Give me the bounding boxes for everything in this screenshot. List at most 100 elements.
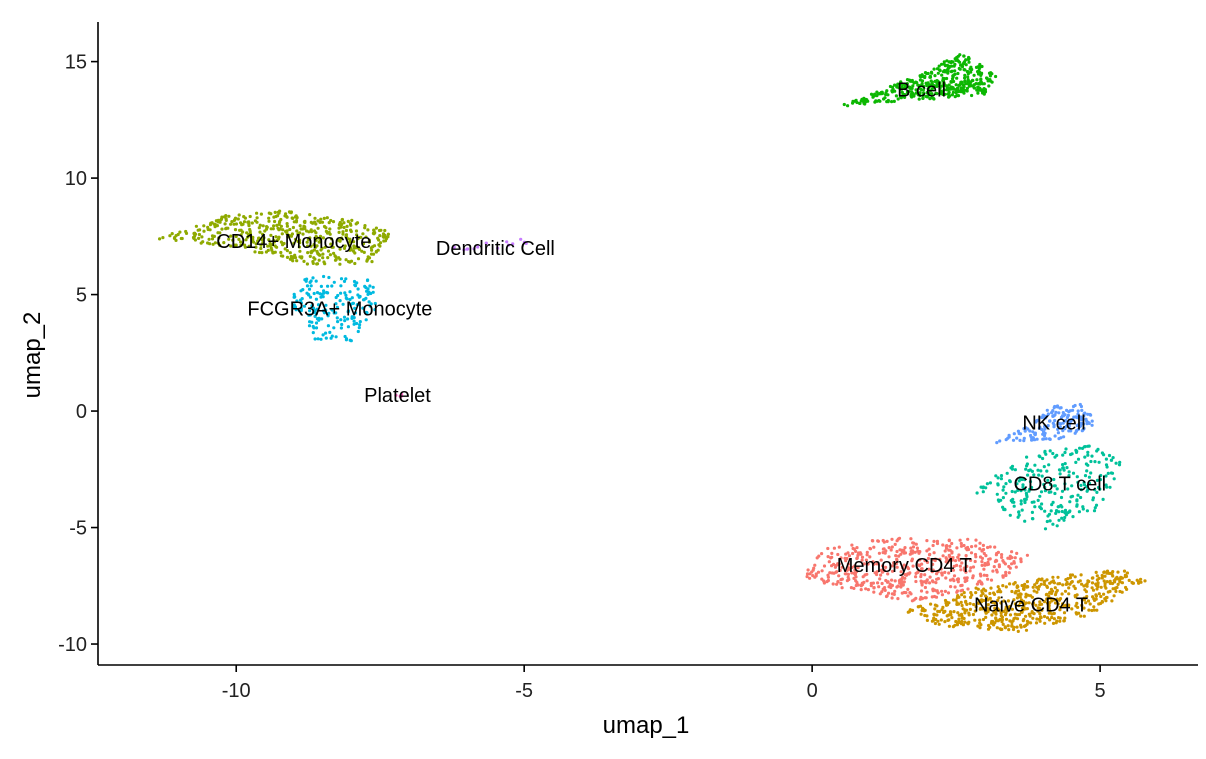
cell-point bbox=[1047, 608, 1052, 612]
cell-point bbox=[302, 220, 306, 224]
cell-point bbox=[923, 75, 927, 80]
cell-point bbox=[872, 586, 876, 590]
cell-point bbox=[1010, 556, 1014, 560]
cell-point bbox=[519, 237, 523, 241]
cell-point bbox=[907, 78, 912, 82]
cell-point bbox=[234, 222, 238, 226]
cell-point bbox=[1036, 578, 1040, 582]
cell-point bbox=[334, 335, 338, 339]
cell-point bbox=[1001, 575, 1005, 579]
cell-point bbox=[261, 224, 265, 228]
cell-point bbox=[978, 618, 982, 622]
cell-point bbox=[1056, 427, 1060, 431]
cell-point bbox=[279, 254, 283, 258]
cell-point bbox=[1050, 612, 1054, 616]
cell-point bbox=[960, 616, 964, 620]
cell-point bbox=[524, 241, 528, 245]
cell-point bbox=[1060, 489, 1065, 493]
cell-point bbox=[1097, 592, 1101, 596]
cell-point bbox=[366, 228, 370, 232]
cell-point bbox=[995, 441, 999, 445]
cell-point bbox=[902, 551, 906, 555]
cell-point bbox=[1071, 471, 1076, 475]
cell-point bbox=[1045, 584, 1049, 588]
cell-point bbox=[910, 90, 914, 94]
cell-point bbox=[895, 565, 899, 569]
cell-point bbox=[1049, 482, 1053, 487]
cell-point bbox=[1031, 585, 1035, 589]
cell-point bbox=[991, 569, 995, 573]
cell-point bbox=[1097, 602, 1101, 606]
cell-point bbox=[1019, 502, 1023, 506]
cell-point bbox=[1021, 485, 1025, 489]
cell-point bbox=[860, 555, 865, 559]
cell-point bbox=[1081, 507, 1085, 511]
cell-point bbox=[1082, 483, 1087, 487]
cell-point bbox=[1060, 592, 1064, 596]
cell-point bbox=[945, 59, 949, 63]
cell-point bbox=[921, 96, 925, 100]
cell-point bbox=[999, 601, 1003, 605]
cell-point bbox=[350, 296, 354, 300]
cell-point bbox=[1023, 602, 1027, 606]
cell-point bbox=[931, 588, 935, 592]
cell-point bbox=[969, 591, 973, 595]
cell-point bbox=[1040, 427, 1044, 432]
cell-point bbox=[927, 567, 931, 571]
cell-point bbox=[1022, 427, 1026, 431]
cell-point bbox=[955, 577, 960, 582]
cell-point bbox=[896, 97, 900, 101]
cell-point bbox=[319, 337, 323, 341]
cell-point bbox=[314, 297, 318, 301]
cell-point bbox=[1001, 496, 1006, 500]
cell-point bbox=[864, 558, 869, 562]
cell-point bbox=[1041, 456, 1045, 461]
cell-point bbox=[1117, 463, 1122, 467]
cell-point bbox=[932, 612, 936, 616]
cell-point bbox=[394, 393, 398, 397]
cell-point bbox=[903, 546, 907, 550]
cell-point bbox=[1057, 518, 1061, 522]
cell-point bbox=[950, 93, 955, 97]
cell-point bbox=[966, 75, 970, 79]
cell-point bbox=[329, 237, 333, 241]
cluster-points-cd14-monocyte bbox=[158, 209, 390, 266]
cell-point bbox=[937, 64, 941, 68]
cell-point bbox=[932, 551, 936, 555]
cell-point bbox=[227, 214, 231, 218]
cell-point bbox=[1043, 489, 1047, 493]
cell-point bbox=[831, 582, 835, 586]
cell-point bbox=[357, 326, 361, 330]
cell-point bbox=[928, 97, 932, 101]
cell-point bbox=[1017, 431, 1021, 436]
cell-point bbox=[330, 307, 334, 312]
cell-point bbox=[914, 88, 918, 92]
cell-point bbox=[922, 91, 926, 95]
cell-point bbox=[900, 591, 904, 595]
cell-point bbox=[897, 554, 901, 558]
cell-point bbox=[826, 573, 830, 577]
cell-point bbox=[1048, 519, 1052, 523]
cell-point bbox=[1100, 573, 1104, 578]
cell-point bbox=[1076, 412, 1080, 416]
cell-point bbox=[985, 76, 989, 80]
cell-point bbox=[902, 563, 906, 567]
cell-point bbox=[907, 610, 912, 614]
cell-point bbox=[1058, 619, 1062, 623]
cell-point bbox=[925, 560, 930, 565]
cell-point bbox=[945, 76, 949, 81]
cell-point bbox=[245, 235, 250, 239]
cell-point bbox=[1020, 508, 1024, 512]
cell-point bbox=[958, 67, 962, 71]
cell-point bbox=[347, 243, 351, 247]
cell-point bbox=[1105, 485, 1109, 489]
cell-point bbox=[1030, 510, 1034, 514]
cell-point bbox=[1012, 598, 1016, 602]
cell-point bbox=[1015, 613, 1020, 617]
cell-point bbox=[981, 543, 986, 548]
cell-point bbox=[324, 303, 328, 307]
cell-point bbox=[915, 546, 920, 550]
cell-point bbox=[314, 321, 319, 325]
cell-point bbox=[1067, 603, 1071, 607]
cell-point bbox=[293, 237, 298, 241]
